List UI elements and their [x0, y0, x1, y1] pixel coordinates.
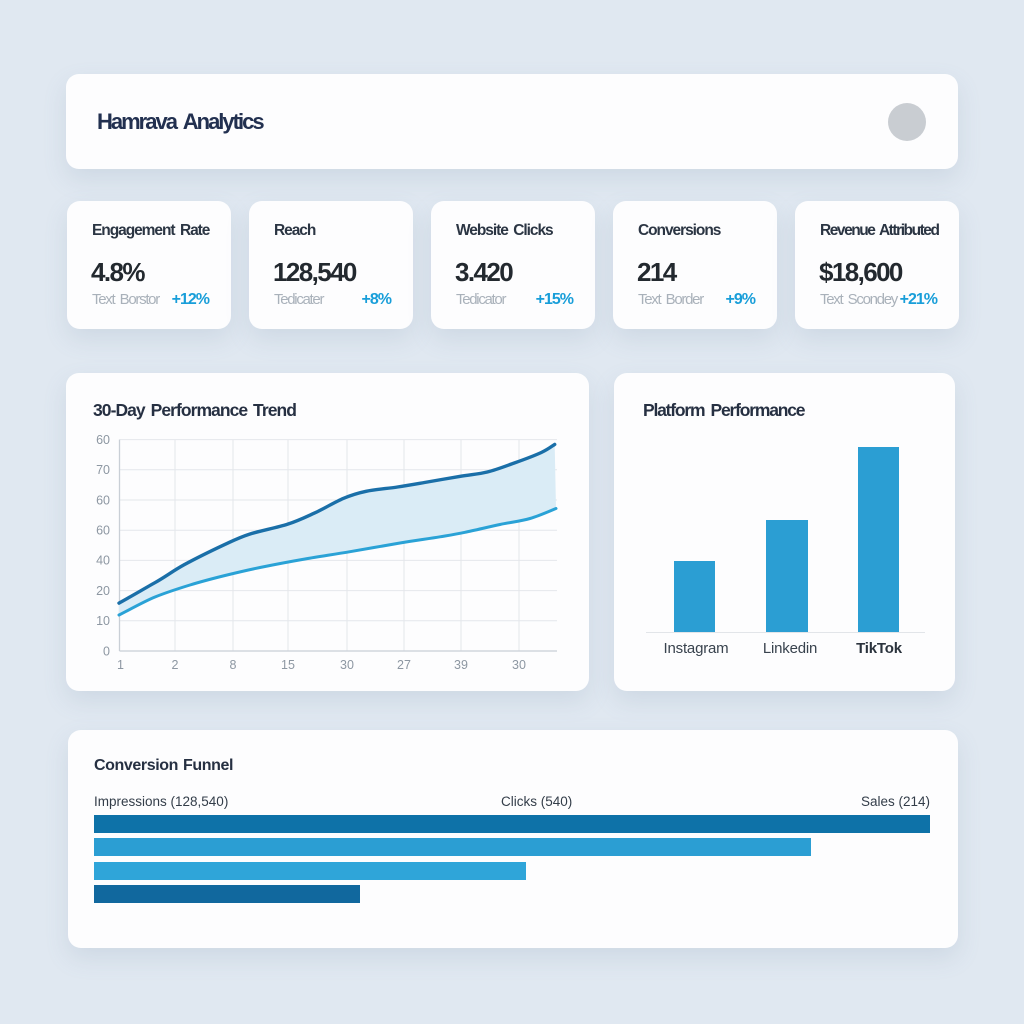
svg-text:40: 40	[96, 554, 110, 568]
svg-text:0: 0	[103, 644, 110, 658]
svg-text:60: 60	[96, 493, 110, 507]
svg-text:30: 30	[512, 658, 526, 672]
svg-text:60: 60	[96, 433, 110, 447]
svg-text:20: 20	[96, 584, 110, 598]
svg-text:39: 39	[454, 658, 468, 672]
svg-text:30: 30	[340, 658, 354, 672]
svg-text:15: 15	[281, 658, 295, 672]
svg-text:8: 8	[230, 658, 237, 672]
svg-text:10: 10	[96, 614, 110, 628]
svg-text:1: 1	[117, 658, 124, 672]
svg-text:60: 60	[96, 524, 110, 538]
svg-text:27: 27	[397, 658, 411, 672]
svg-text:2: 2	[172, 658, 179, 672]
svg-text:70: 70	[96, 463, 110, 477]
